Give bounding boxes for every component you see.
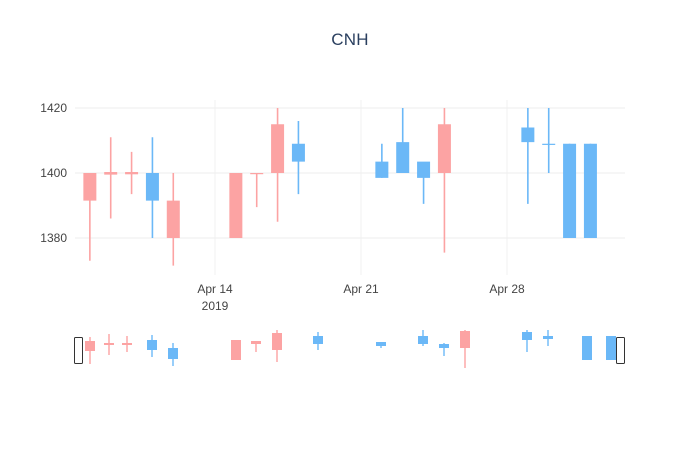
mini-candle-body — [439, 344, 449, 348]
candle-body — [583, 143, 597, 238]
rangeslider-mini-candle — [376, 342, 386, 348]
candle-body — [375, 161, 389, 178]
candles-layer — [83, 108, 597, 266]
mini-candle-body — [376, 342, 386, 346]
candle-body — [542, 143, 556, 145]
candlestick[interactable] — [417, 161, 431, 204]
candle-body — [229, 173, 243, 238]
candle-body — [271, 124, 285, 173]
mini-candle-body — [231, 340, 241, 360]
candle-body — [396, 142, 410, 173]
candle-body — [250, 173, 264, 175]
mini-candle-body — [122, 343, 132, 345]
mini-candle-body — [251, 341, 261, 344]
candlestick[interactable] — [229, 173, 243, 238]
rangeslider-mini-candle — [104, 334, 114, 355]
mini-candle-body — [147, 340, 157, 350]
mini-candle-body — [272, 333, 282, 350]
candlestick[interactable] — [125, 151, 139, 195]
y-axis-tick-label: 1400 — [40, 166, 67, 180]
grid-layer — [75, 100, 625, 275]
rangeslider-mini-candle — [251, 341, 261, 352]
rangeslider-mini-candle — [460, 330, 470, 368]
y-axis-tick-label: 1380 — [40, 231, 67, 245]
range-handle-right[interactable] — [616, 337, 625, 364]
mini-candle-body — [606, 336, 616, 360]
candlestick[interactable] — [145, 137, 159, 238]
candle-body — [104, 172, 118, 175]
mini-candle-body — [522, 332, 532, 340]
x-axis-tick-label: Apr 14 — [197, 282, 233, 296]
candle-body — [125, 172, 139, 175]
mini-candle-body — [543, 336, 553, 339]
candlestick[interactable] — [83, 173, 97, 261]
range-handle-left[interactable] — [74, 337, 83, 364]
mini-candle-body — [313, 336, 323, 344]
candle-body — [521, 127, 535, 143]
candlestick[interactable] — [563, 143, 577, 238]
rangeslider-track[interactable] — [75, 330, 625, 374]
candlestick[interactable] — [375, 143, 389, 178]
rangeslider-mini-candle — [122, 336, 132, 352]
rangeslider-mini-candle — [582, 336, 592, 360]
rangeslider-mini-candle — [272, 330, 282, 362]
rangeslider-mini-candle — [85, 337, 95, 364]
candlestick[interactable] — [542, 108, 556, 173]
candle-body — [291, 143, 305, 162]
rangeslider-mini-candle — [543, 330, 553, 346]
candlestick[interactable] — [271, 108, 285, 222]
candlestick[interactable] — [166, 173, 180, 266]
rangeslider-mini-candle — [439, 343, 449, 356]
x-axis-tick-year-label: 2019 — [202, 299, 229, 313]
candlestick[interactable] — [291, 121, 305, 195]
candle-body — [563, 143, 577, 238]
mini-candle-body — [582, 336, 592, 360]
rangeslider-mini-candle — [418, 330, 428, 346]
mini-candle-body — [460, 331, 470, 348]
candlestick[interactable] — [583, 143, 597, 238]
mini-candle-body — [418, 336, 428, 344]
candlestick[interactable] — [521, 108, 535, 204]
mini-candle-body — [85, 341, 95, 351]
y-axis-tick-label: 1420 — [40, 101, 67, 115]
x-axis-tick-label: Apr 28 — [489, 282, 525, 296]
mini-candle-body — [104, 343, 114, 345]
candle-body — [437, 124, 451, 173]
candle-body — [166, 200, 180, 238]
candlestick[interactable] — [396, 108, 410, 173]
y-axis-ticks: 1380 1400 1420 — [40, 101, 67, 245]
mini-candle-body — [168, 348, 178, 359]
x-axis-tick-label: Apr 21 — [343, 282, 379, 296]
rangeslider-mini-candle — [313, 332, 323, 350]
candlestick[interactable] — [437, 108, 451, 253]
candle-body — [83, 173, 97, 201]
rangeslider-mini-candle — [168, 343, 178, 366]
x-axis-ticks: Apr 14 2019 Apr 21 Apr 28 — [197, 282, 525, 313]
rangeslider-mini-candle — [606, 336, 616, 360]
candlestick[interactable] — [250, 173, 264, 208]
candle-body — [145, 173, 159, 201]
candlestick[interactable] — [104, 137, 118, 219]
rangeslider[interactable] — [74, 330, 626, 374]
rangeslider-mini-candle — [522, 330, 532, 352]
candle-body — [417, 161, 431, 178]
rangeslider-mini-candle — [231, 340, 241, 360]
chart-title: CNH — [331, 30, 369, 49]
rangeslider-mini-candle — [147, 335, 157, 357]
